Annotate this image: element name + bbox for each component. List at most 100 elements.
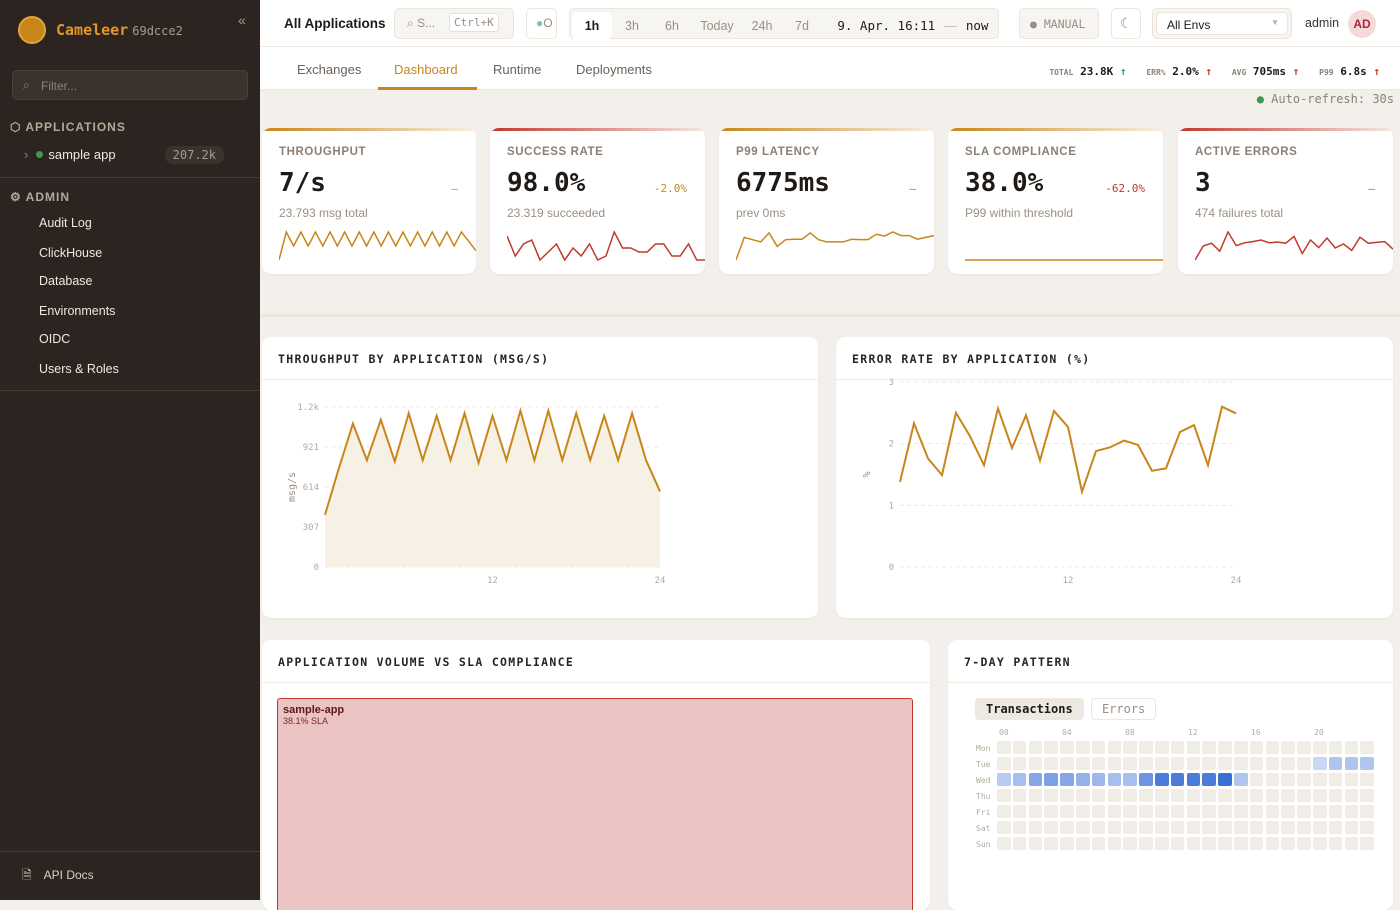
heatmap-cell[interactable] <box>1123 741 1137 754</box>
heatmap-cell[interactable] <box>1265 805 1280 818</box>
heatmap-cell[interactable] <box>1107 805 1122 818</box>
heatmap-cell[interactable] <box>1202 789 1216 802</box>
heatmap-cell[interactable] <box>1281 757 1295 770</box>
heatmap-cell[interactable] <box>1123 773 1137 786</box>
heatmap-cell[interactable] <box>1313 821 1327 834</box>
heatmap-cell[interactable] <box>1281 805 1295 818</box>
heatmap-cell[interactable] <box>1344 757 1359 770</box>
heatmap-cell[interactable] <box>1139 741 1153 754</box>
heatmap-cell[interactable] <box>1265 837 1280 850</box>
heatmap-cell[interactable] <box>1234 741 1248 754</box>
refresh-mode-button[interactable]: ● MANUAL <box>1019 8 1099 39</box>
heatmap-cell[interactable] <box>1218 837 1232 850</box>
range-today[interactable]: Today <box>700 19 734 33</box>
heatmap-cell[interactable] <box>1123 805 1137 818</box>
heatmap-cell[interactable] <box>1328 805 1343 818</box>
heatmap-cell[interactable] <box>997 837 1011 850</box>
heatmap-cell[interactable] <box>1076 741 1090 754</box>
heatmap-cell[interactable] <box>1360 821 1374 834</box>
collapse-sidebar-icon[interactable]: « <box>238 12 246 28</box>
heatmap-cell[interactable] <box>1313 805 1327 818</box>
heatmap-cell[interactable] <box>1107 837 1122 850</box>
heatmap-cell[interactable] <box>1091 789 1106 802</box>
heatmap-cell[interactable] <box>1328 773 1343 786</box>
heatmap-cell[interactable] <box>1360 837 1374 850</box>
heatmap-cell[interactable] <box>1281 789 1295 802</box>
tab-runtime[interactable]: Runtime <box>493 62 542 77</box>
heatmap-cell[interactable] <box>1076 821 1090 834</box>
filter-input[interactable]: ⌕ Filter... <box>12 70 248 100</box>
range-end[interactable]: now <box>965 18 989 33</box>
heatmap-cell[interactable] <box>1012 773 1027 786</box>
heatmap-cell[interactable] <box>1234 773 1248 786</box>
heatmap-cell[interactable] <box>1028 773 1043 786</box>
heatmap-cell[interactable] <box>1265 757 1280 770</box>
heatmap-cell[interactable] <box>1234 805 1248 818</box>
heatmap-cell[interactable] <box>1344 821 1359 834</box>
heatmap-cell[interactable] <box>1044 757 1058 770</box>
heatmap-cell[interactable] <box>1202 773 1216 786</box>
status-button[interactable]: ●O <box>526 8 557 39</box>
heatmap-cell[interactable] <box>1186 821 1201 834</box>
heatmap-cell[interactable] <box>1281 837 1295 850</box>
heatmap-cell[interactable] <box>997 773 1011 786</box>
heatmap-cell[interactable] <box>1249 773 1264 786</box>
heatmap-cell[interactable] <box>1139 821 1153 834</box>
admin-item-clickhouse[interactable]: ClickHouse <box>39 246 103 260</box>
heatmap-cell[interactable] <box>1186 741 1201 754</box>
heatmap-cell[interactable] <box>1218 741 1232 754</box>
heatmap-cell[interactable] <box>1028 757 1043 770</box>
heatmap-cell[interactable] <box>1028 789 1043 802</box>
heatmap-cell[interactable] <box>1060 757 1074 770</box>
range-6h[interactable]: 6h <box>665 19 679 33</box>
heatmap-cell[interactable] <box>1344 773 1359 786</box>
heatmap-cell[interactable] <box>1249 789 1264 802</box>
heatmap-cell[interactable] <box>1265 789 1280 802</box>
heatmap-cell[interactable] <box>1060 773 1074 786</box>
heatmap-cell[interactable] <box>1091 821 1106 834</box>
heatmap-cell[interactable] <box>1076 837 1090 850</box>
heatmap-cell[interactable] <box>1297 773 1311 786</box>
heatmap-cell[interactable] <box>1139 805 1153 818</box>
heatmap-cell[interactable] <box>1297 821 1311 834</box>
heatmap-cell[interactable] <box>1028 805 1043 818</box>
heatmap-cell[interactable] <box>1060 821 1074 834</box>
heatmap-cell[interactable] <box>1344 837 1359 850</box>
heatmap-cell[interactable] <box>1265 741 1280 754</box>
heatmap-cell[interactable] <box>1234 837 1248 850</box>
admin-item-users-roles[interactable]: Users & Roles <box>39 362 119 376</box>
api-docs-link[interactable]: 🗎 API Docs <box>22 866 94 887</box>
heatmap-cell[interactable] <box>1044 789 1058 802</box>
tab-dashboard[interactable]: Dashboard <box>394 62 458 77</box>
heatmap-cell[interactable] <box>1344 789 1359 802</box>
heatmap-cell[interactable] <box>1170 773 1185 786</box>
heatmap-cell[interactable] <box>1249 821 1264 834</box>
heatmap-cell[interactable] <box>1170 805 1185 818</box>
admin-item-audit-log[interactable]: Audit Log <box>39 216 92 230</box>
heatmap-cell[interactable] <box>1249 757 1264 770</box>
heatmap-cell[interactable] <box>1155 837 1169 850</box>
range-1h[interactable]: 1h <box>572 12 612 40</box>
heatmap-cell[interactable] <box>1328 789 1343 802</box>
heatmap-cell[interactable] <box>1297 741 1311 754</box>
heatmap-cell[interactable] <box>1186 789 1201 802</box>
heatmap-cell[interactable] <box>1249 805 1264 818</box>
heatmap-cell[interactable] <box>1155 773 1169 786</box>
heatmap-cell[interactable] <box>1123 789 1137 802</box>
heatmap-cell[interactable] <box>1297 837 1311 850</box>
heatmap-cell[interactable] <box>1091 773 1106 786</box>
heatmap-cell[interactable] <box>1012 805 1027 818</box>
heatmap-cell[interactable] <box>1328 741 1343 754</box>
heatmap-cell[interactable] <box>1028 821 1043 834</box>
heatmap-cell[interactable] <box>1218 821 1232 834</box>
heatmap-cell[interactable] <box>1060 805 1074 818</box>
heatmap-cell[interactable] <box>1313 773 1327 786</box>
heatmap-cell[interactable] <box>1012 789 1027 802</box>
heatmap-cell[interactable] <box>997 789 1011 802</box>
heatmap-cell[interactable] <box>1186 805 1201 818</box>
heatmap-cell[interactable] <box>1076 773 1090 786</box>
range-24h[interactable]: 24h <box>751 19 773 33</box>
heatmap-cell[interactable] <box>1186 837 1201 850</box>
treemap-tile-sample-app[interactable]: sample-app 38.1% SLA <box>277 698 913 910</box>
heatmap-cell[interactable] <box>1360 757 1374 770</box>
